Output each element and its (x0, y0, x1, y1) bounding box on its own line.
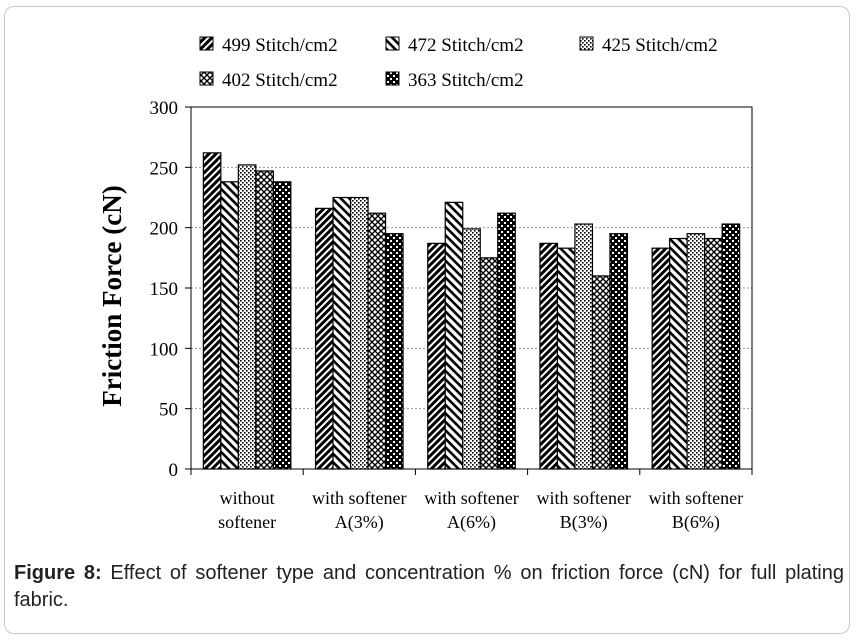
legend-swatch (199, 71, 214, 86)
y-tick-label: 150 (150, 279, 179, 300)
bar-5-2 (384, 233, 404, 470)
figure-caption: Figure 8: Effect of softener type and co… (14, 560, 844, 614)
legend-label: 472 Stitch/cm2 (408, 35, 524, 56)
x-tick-label: with softener (536, 488, 630, 508)
bar-4-3 (479, 257, 499, 470)
y-tick-label: 250 (150, 158, 179, 179)
caption-text: Effect of softener type and concentratio… (14, 562, 845, 611)
bar-2-4 (556, 247, 576, 470)
legend-label: 402 Stitch/cm2 (222, 70, 338, 91)
legend-label: 363 Stitch/cm2 (408, 70, 524, 91)
bar-4-1 (255, 170, 274, 470)
bar-4-5 (704, 237, 723, 470)
bar-1-4 (539, 242, 559, 470)
legend-swatch (199, 36, 214, 51)
bar-5-3 (497, 212, 516, 470)
bar-1-3 (427, 242, 446, 470)
bar-1-5 (651, 247, 671, 470)
x-tick-label: with softener (649, 488, 743, 508)
bar-1-2 (314, 207, 334, 470)
bar-2-2 (332, 196, 352, 470)
x-tick-label: B(6%) (672, 512, 720, 533)
bar-5-1 (272, 181, 292, 470)
x-tick-label: with softener (312, 488, 406, 508)
bars (202, 152, 741, 470)
y-tick-label: 100 (150, 339, 179, 360)
legend-swatch (385, 71, 400, 86)
bar-4-2 (367, 212, 387, 470)
bar-chart: 0 50 100 150 200 250 300 without softener with so… (97, 35, 753, 533)
legend-swatch (579, 36, 594, 51)
bar-2-5 (669, 237, 688, 470)
y-tick-label: 50 (159, 400, 178, 421)
x-tick-label: softener (218, 512, 276, 532)
x-tick-label: with softener (424, 488, 518, 508)
legend: 499 Stitch/cm2 472 Stitch/cm2 425 Stitch/c… (199, 35, 718, 91)
bar-2-1 (220, 181, 239, 470)
y-tick-label: 300 (150, 98, 179, 119)
bar-3-2 (349, 196, 369, 470)
y-tick-label: 200 (150, 219, 179, 240)
x-tick-label: B(3%) (560, 512, 608, 533)
bar-2-3 (444, 201, 464, 470)
x-tick-label: A(6%) (447, 512, 496, 533)
bar-1-1 (202, 152, 222, 470)
bar-5-5 (721, 223, 741, 470)
x-tick-label: A(3%) (335, 512, 384, 533)
bar-3-5 (686, 233, 706, 470)
y-tick-label: 0 (169, 460, 179, 481)
caption-label: Figure 8: (14, 562, 102, 584)
bar-3-3 (462, 228, 481, 470)
bar-3-4 (574, 223, 594, 470)
axes: 0 50 100 150 200 250 300 without softener with so… (150, 98, 753, 533)
legend-swatch (385, 36, 400, 51)
legend-label: 499 Stitch/cm2 (222, 35, 338, 56)
legend-label: 425 Stitch/cm2 (602, 35, 718, 56)
y-axis-title: Friction Force (cN) (97, 185, 127, 406)
bar-5-4 (609, 233, 629, 470)
bar-4-4 (591, 275, 611, 470)
bar-3-1 (237, 164, 257, 470)
x-tick-label: without (220, 488, 275, 508)
plot-area (190, 106, 753, 470)
